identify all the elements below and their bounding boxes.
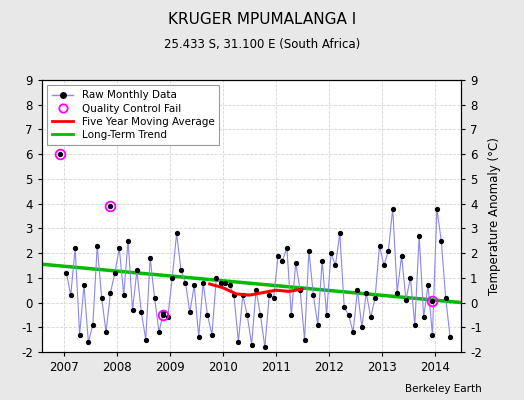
Text: 25.433 S, 31.100 E (South Africa): 25.433 S, 31.100 E (South Africa) [164, 38, 360, 51]
Y-axis label: Temperature Anomaly (°C): Temperature Anomaly (°C) [487, 137, 500, 295]
Text: Berkeley Earth: Berkeley Earth [406, 384, 482, 394]
Text: KRUGER MPUMALANGA I: KRUGER MPUMALANGA I [168, 12, 356, 27]
Legend: Raw Monthly Data, Quality Control Fail, Five Year Moving Average, Long-Term Tren: Raw Monthly Data, Quality Control Fail, … [47, 85, 220, 145]
